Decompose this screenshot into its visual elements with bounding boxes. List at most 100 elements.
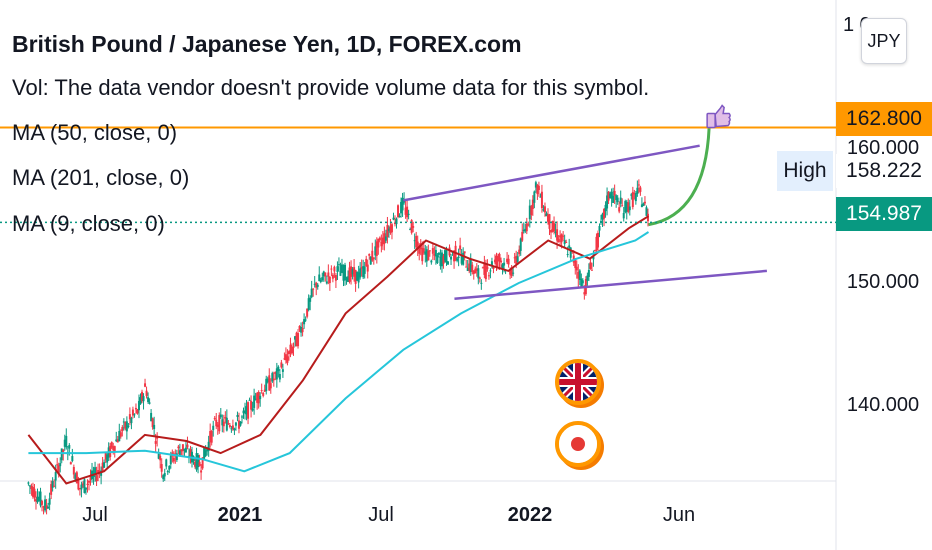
candle-body (639, 187, 642, 192)
candle-body (539, 196, 542, 198)
candle-body (354, 269, 357, 284)
candle-body (327, 272, 330, 277)
candle-body (216, 424, 219, 427)
candle-body (401, 197, 404, 211)
candle-body (45, 505, 48, 509)
candle-body (86, 483, 89, 485)
candle-body (509, 269, 512, 275)
candle-body (133, 414, 136, 416)
candle-body (306, 308, 309, 317)
candle-body (565, 241, 568, 243)
ma9-legend[interactable]: MA (9, close, 0) (12, 211, 165, 236)
candle-body (95, 475, 98, 482)
candle-body (62, 449, 65, 453)
candle-body (478, 277, 481, 279)
candle-body (440, 252, 443, 267)
candle-body (475, 268, 478, 271)
candle-body (84, 487, 87, 490)
candle-body (580, 278, 583, 288)
candle-body (172, 457, 175, 462)
candle-body (195, 453, 198, 470)
volume-note: Vol: The data vendor doesn't provide vol… (12, 75, 650, 100)
candle-body (634, 193, 637, 202)
candle-body (362, 266, 365, 278)
candle-body (486, 266, 489, 270)
candle-body (150, 412, 153, 422)
candle-body (304, 319, 307, 321)
candle-body (256, 393, 259, 403)
candle-body (642, 203, 645, 207)
candle-body (578, 270, 581, 280)
ma201-legend[interactable]: MA (201, close, 0) (12, 165, 190, 190)
time-tick-label: 2021 (217, 504, 263, 526)
candle-body (298, 325, 301, 330)
candle-body (242, 410, 245, 414)
candle-body (613, 190, 616, 196)
candle-body (148, 402, 151, 404)
candle-body (569, 247, 572, 258)
candle-body (448, 247, 451, 256)
candle-body (434, 249, 437, 257)
candle-body (303, 319, 306, 325)
candle-body (210, 430, 213, 443)
candle-body (540, 191, 543, 209)
candle-body (500, 260, 503, 263)
candle-body (474, 268, 477, 274)
candle-body (213, 417, 216, 420)
candle-body (548, 214, 551, 229)
candle-body (260, 390, 263, 392)
ma50-legend[interactable]: MA (50, close, 0) (12, 120, 178, 145)
candle-body (583, 292, 586, 295)
candle-body (462, 252, 465, 265)
candle-body (542, 209, 545, 211)
candle-body (144, 383, 147, 387)
candle-body (619, 197, 622, 204)
candle-body (68, 445, 71, 449)
lower-trendline (454, 269, 767, 301)
candle-body (312, 288, 315, 290)
candle-body (556, 229, 559, 241)
candle-body (324, 272, 327, 277)
candle-body (319, 279, 322, 282)
trendline-drawings[interactable] (403, 127, 767, 301)
candle-body (600, 220, 603, 222)
candle-body (198, 461, 201, 466)
candle-body (30, 486, 33, 490)
candle-body (503, 262, 506, 266)
candle-body (301, 328, 304, 333)
candle-body (397, 205, 400, 217)
candle-body (122, 421, 125, 423)
candle-body (442, 256, 445, 264)
candle-body (495, 255, 498, 268)
currency-button[interactable]: JPY (861, 18, 907, 64)
candle-body (75, 472, 78, 484)
candle-body (586, 275, 589, 281)
candle-body (262, 392, 265, 396)
candle-body (466, 267, 469, 272)
candle-body (627, 202, 630, 212)
candle-body (287, 351, 290, 355)
candle-body (233, 428, 236, 431)
candle-body (422, 248, 425, 253)
candle-body (618, 207, 621, 212)
candle-body (643, 201, 646, 204)
candle-body (247, 402, 250, 419)
candle-body (231, 425, 234, 430)
candle-body (206, 447, 209, 452)
candle-body (189, 449, 192, 457)
candle-body (404, 207, 407, 215)
candle-body (507, 258, 510, 265)
candle-body (71, 456, 74, 462)
candle-body (436, 255, 439, 264)
candle-body (418, 247, 421, 254)
candle-body (390, 224, 393, 233)
candle-body (450, 256, 453, 260)
candle-body (236, 415, 239, 417)
candle-body (368, 253, 371, 256)
candle-body (201, 457, 204, 469)
candle-body (574, 258, 577, 268)
candle-body (137, 400, 140, 411)
candle-body (403, 200, 406, 203)
candle-body (490, 261, 493, 267)
